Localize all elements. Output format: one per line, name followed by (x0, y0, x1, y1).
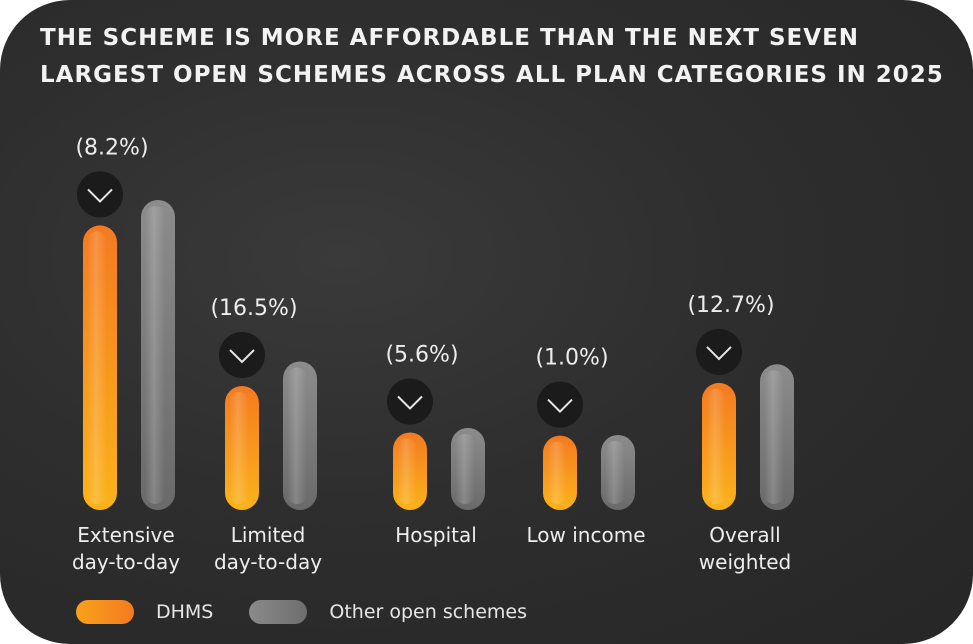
annotation-0: (8.2%) (75, 135, 148, 160)
category-label-0-1: day-to-day (72, 550, 180, 574)
legend-label-dhms: DHMS (156, 601, 214, 623)
category-label-1-0: Limited (231, 523, 306, 547)
bar-shine-other-1 (287, 367, 307, 504)
bar-shine-other-4 (764, 370, 784, 504)
chart-title: THE SCHEME IS MORE AFFORDABLE THAN THE N… (40, 25, 944, 88)
annotation-4: (12.7%) (687, 293, 774, 318)
category-label-1-1: day-to-day (214, 550, 322, 574)
annotation-2: (5.6%) (385, 343, 458, 368)
legend-swatch-dhms (76, 600, 134, 624)
category-label-4-1: weighted (699, 550, 791, 574)
category-label-2-0: Hospital (395, 523, 477, 547)
bar-shine-other-3 (605, 440, 625, 504)
chevron-down-stroke (547, 398, 573, 414)
chevron-down-icon (387, 378, 433, 425)
chevron-down-icon (77, 171, 123, 218)
chevron-down-stroke (706, 346, 732, 361)
chevron-down-icon (537, 381, 583, 428)
chevron-down-stroke (87, 188, 113, 203)
category-label-4-0: Overall (709, 523, 780, 547)
legend-label-other: Other open schemes (329, 601, 527, 623)
bar-shine-dhms-4 (706, 388, 726, 504)
category-label-3-0: Low income (527, 523, 646, 547)
bar-shine-dhms-2 (397, 438, 417, 504)
annotation-3: (1.0%) (535, 346, 608, 371)
bar-shine-dhms-0 (87, 231, 107, 505)
bar-shine-dhms-1 (229, 392, 249, 504)
chevron-down-icon (696, 328, 742, 375)
legend-swatch-other (249, 600, 308, 624)
legend-item-dhms: DHMS (76, 600, 213, 624)
bar-shine-other-0 (145, 206, 165, 504)
chevron-down-stroke (397, 395, 423, 410)
chevron-down-icon (219, 332, 265, 378)
legend-item-other: Other open schemes (249, 600, 527, 624)
annotation-1: (16.5%) (210, 296, 297, 321)
chevron-down-stroke (229, 349, 255, 364)
bar-shine-dhms-3 (547, 441, 567, 504)
legend: DHMS Other open schemes (76, 597, 563, 627)
category-label-0-0: Extensive (77, 523, 174, 547)
bar-shine-other-2 (455, 433, 475, 504)
